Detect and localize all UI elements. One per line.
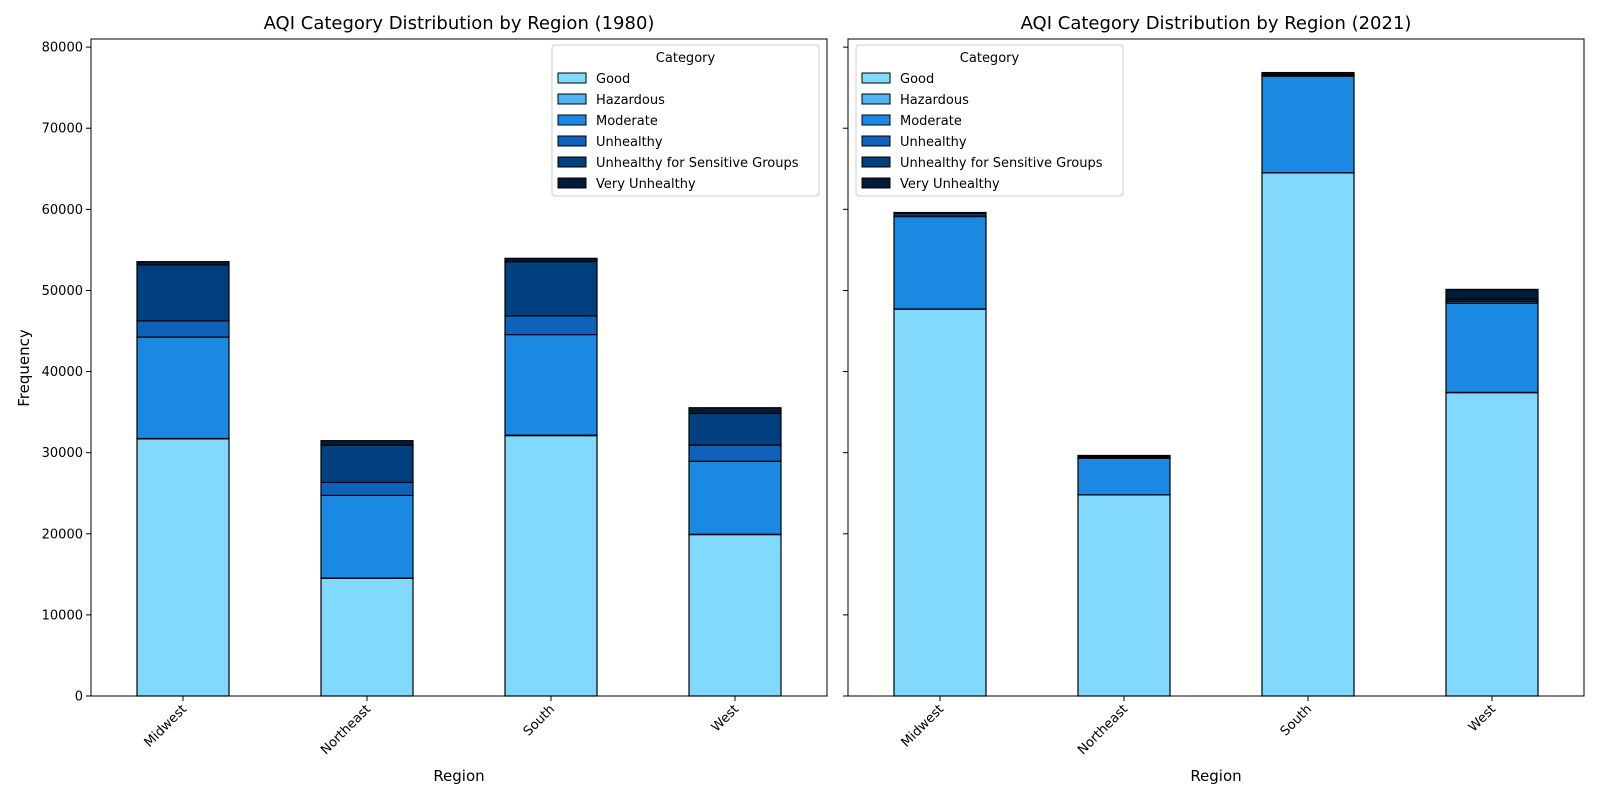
x-tick-label: West bbox=[1466, 702, 1499, 735]
bar-stacks bbox=[136, 257, 782, 697]
bar-segment-south-good bbox=[504, 435, 598, 697]
legend-box bbox=[551, 44, 820, 197]
legend-swatch bbox=[557, 93, 587, 105]
chart-title: AQI Category Distribution by Region (198… bbox=[264, 13, 655, 34]
legend-label: Hazardous bbox=[596, 93, 665, 108]
bar-segment-west-moderate bbox=[688, 460, 782, 535]
y-tick-label: 40000 bbox=[42, 365, 83, 380]
x-axis-label: Region bbox=[1190, 767, 1241, 785]
legend-swatch bbox=[861, 135, 891, 147]
legend-label: Unhealthy bbox=[596, 135, 663, 150]
legend-swatch bbox=[861, 114, 891, 126]
legend-label: Unhealthy for Sensitive Groups bbox=[596, 156, 799, 171]
y-tick-label: 60000 bbox=[42, 203, 83, 218]
x-tick-label: Northeast bbox=[1075, 702, 1131, 758]
bar-segment-south-very-unhealthy bbox=[504, 257, 598, 263]
bar-segment-west-very-unhealthy bbox=[1445, 288, 1539, 300]
chart-panel-2021: AQI Category Distribution by Region (202… bbox=[843, 13, 1585, 785]
x-ticks: Midwest Northeast South West bbox=[142, 696, 742, 758]
x-tick-label: Midwest bbox=[899, 702, 948, 751]
bar-segment-northeast-unhealthy bbox=[320, 481, 414, 497]
bar-segment-northeast-very-unhealthy bbox=[320, 440, 414, 446]
legend-swatch bbox=[557, 156, 587, 168]
bar-segment-south-moderate bbox=[504, 333, 598, 436]
y-tick-label: 10000 bbox=[42, 608, 83, 623]
y-ticks: 0 10000 20000 30000 40000 50000 60000 70000 8000… bbox=[42, 41, 91, 705]
bar-segment-west-unhealthy-for-sensitive-groups bbox=[688, 412, 782, 446]
legend-swatch bbox=[861, 177, 891, 189]
bar-segment-midwest-very-unhealthy bbox=[893, 211, 987, 214]
bar-segment-west-moderate bbox=[1445, 302, 1539, 394]
x-ticks: Midwest Northeast South West bbox=[899, 696, 1499, 758]
bar-segment-midwest-unhealthy-for-sensitive-groups bbox=[136, 264, 230, 322]
y-tick-label: 80000 bbox=[42, 41, 83, 56]
bar-segment-south-unhealthy-for-sensitive-groups bbox=[504, 260, 598, 317]
legend-swatch bbox=[861, 93, 891, 105]
y-tick-label: 70000 bbox=[42, 122, 83, 137]
bar-segment-west-very-unhealthy bbox=[688, 407, 782, 415]
legend-label: Moderate bbox=[900, 114, 962, 129]
legend-title: Category bbox=[656, 51, 716, 66]
y-tick-label: 20000 bbox=[42, 527, 83, 542]
x-tick-label: South bbox=[521, 702, 558, 739]
legend-items: Good Hazardous Moderate Unhealthy Unhealthy … bbox=[861, 72, 1103, 192]
legend-label: Unhealthy for Sensitive Groups bbox=[900, 156, 1103, 171]
bar-segment-midwest-unhealthy bbox=[136, 320, 230, 338]
bar-segment-west-unhealthy bbox=[688, 444, 782, 462]
bar-segment-midwest-moderate bbox=[893, 215, 987, 310]
legend-swatch bbox=[861, 72, 891, 84]
bar-segment-midwest-good bbox=[136, 438, 230, 697]
chart-panel-1980: AQI Category Distribution by Region (198… bbox=[15, 13, 828, 785]
bar-segment-south-very-unhealthy bbox=[1261, 71, 1355, 75]
bar-segment-northeast-moderate bbox=[1077, 457, 1171, 496]
bar-segment-northeast-unhealthy-for-sensitive-groups bbox=[320, 444, 414, 484]
y-tick-label: 30000 bbox=[42, 446, 83, 461]
legend-swatch bbox=[557, 177, 587, 189]
bar-segment-midwest-very-unhealthy bbox=[136, 261, 230, 266]
legend-label: Moderate bbox=[596, 114, 658, 129]
legend-label: Hazardous bbox=[900, 93, 969, 108]
bar-segment-northeast-good bbox=[320, 577, 414, 697]
legend: Category Good Hazardous Moderate Unhealthy U… bbox=[855, 44, 1124, 197]
legend-label: Good bbox=[900, 72, 934, 87]
bar-segment-west-good bbox=[1445, 392, 1539, 697]
legend-label: Very Unhealthy bbox=[900, 177, 1000, 192]
bar-segment-midwest-good bbox=[893, 308, 987, 697]
y-ticks bbox=[843, 46, 848, 697]
bar-segment-northeast-very-unhealthy bbox=[1077, 454, 1171, 458]
legend: Category Good Hazardous Moderate Unhealthy U… bbox=[551, 44, 820, 197]
legend-swatch bbox=[557, 135, 587, 147]
y-tick-label: 50000 bbox=[42, 284, 83, 299]
x-tick-label: Northeast bbox=[318, 702, 374, 758]
legend-title: Category bbox=[960, 51, 1020, 66]
bar-segment-midwest-moderate bbox=[136, 336, 230, 440]
chart-title: AQI Category Distribution by Region (202… bbox=[1021, 13, 1412, 34]
legend-items: Good Hazardous Moderate Unhealthy Unhealthy … bbox=[557, 72, 799, 192]
x-tick-label: South bbox=[1278, 702, 1315, 739]
bar-segment-south-good bbox=[1261, 172, 1355, 697]
legend-label: Unhealthy bbox=[900, 135, 967, 150]
bar-segment-west-good bbox=[688, 533, 782, 697]
y-tick-label: 0 bbox=[75, 690, 83, 705]
legend-swatch bbox=[557, 72, 587, 84]
bar-stacks bbox=[893, 71, 1539, 697]
bar-segment-northeast-moderate bbox=[320, 494, 414, 579]
legend-box bbox=[855, 44, 1124, 197]
y-axis-label: Frequency bbox=[15, 329, 33, 407]
x-tick-label: Midwest bbox=[142, 702, 191, 751]
x-axis-label: Region bbox=[433, 767, 484, 785]
plot-area-frame bbox=[90, 38, 828, 697]
legend-label: Very Unhealthy bbox=[596, 177, 696, 192]
legend-swatch bbox=[557, 114, 587, 126]
plot-area-frame bbox=[847, 38, 1585, 697]
bar-segment-south-moderate bbox=[1261, 75, 1355, 174]
x-tick-label: West bbox=[709, 702, 742, 735]
legend-label: Good bbox=[596, 72, 630, 87]
bar-segment-south-unhealthy bbox=[504, 315, 598, 336]
bar-segment-northeast-good bbox=[1077, 494, 1171, 697]
legend-swatch bbox=[861, 156, 891, 168]
